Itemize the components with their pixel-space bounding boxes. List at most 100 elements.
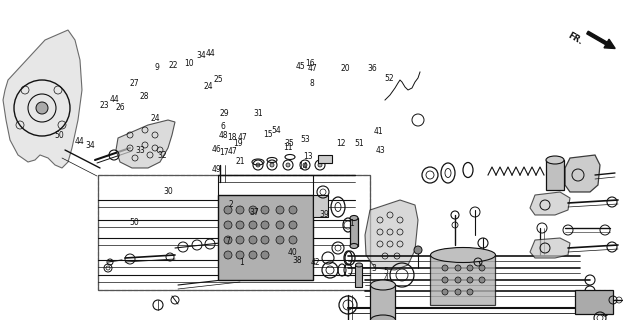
- Bar: [575, 290, 613, 314]
- Circle shape: [249, 251, 257, 259]
- Bar: [370, 285, 395, 320]
- Circle shape: [442, 265, 448, 271]
- Text: 50: 50: [54, 132, 64, 140]
- Bar: [218, 195, 313, 280]
- Bar: [355, 265, 362, 287]
- Circle shape: [36, 102, 48, 114]
- Circle shape: [286, 163, 290, 167]
- Text: 24: 24: [204, 82, 214, 91]
- Text: 1: 1: [350, 220, 354, 228]
- Circle shape: [224, 221, 232, 229]
- Text: 31: 31: [254, 109, 264, 118]
- Ellipse shape: [350, 215, 358, 220]
- Text: 17: 17: [219, 148, 229, 157]
- Bar: [313, 195, 328, 217]
- Bar: [350, 218, 358, 246]
- Circle shape: [414, 246, 422, 254]
- Text: 34: 34: [196, 52, 206, 60]
- Text: FR.: FR.: [566, 31, 584, 46]
- Circle shape: [261, 251, 269, 259]
- Text: 3: 3: [371, 264, 376, 273]
- Text: 20: 20: [341, 64, 351, 73]
- Circle shape: [479, 277, 485, 283]
- Circle shape: [270, 163, 274, 167]
- Circle shape: [261, 206, 269, 214]
- Text: 7: 7: [225, 237, 230, 246]
- Text: 30: 30: [163, 188, 173, 196]
- Ellipse shape: [430, 247, 495, 262]
- Text: 52: 52: [384, 74, 394, 83]
- Text: 4: 4: [384, 274, 389, 283]
- Text: 40: 40: [288, 248, 298, 257]
- Ellipse shape: [371, 280, 396, 290]
- Polygon shape: [530, 238, 570, 258]
- Text: 27: 27: [129, 79, 139, 88]
- Circle shape: [236, 251, 244, 259]
- Text: 53: 53: [300, 135, 310, 144]
- Text: 48: 48: [218, 131, 228, 140]
- Polygon shape: [430, 255, 495, 305]
- Text: 35: 35: [285, 139, 295, 148]
- Circle shape: [256, 163, 260, 167]
- Ellipse shape: [350, 244, 358, 249]
- Bar: [546, 160, 564, 190]
- Text: 47: 47: [308, 64, 318, 73]
- Circle shape: [224, 251, 232, 259]
- Text: 2: 2: [228, 200, 233, 209]
- Text: 32: 32: [157, 151, 167, 160]
- Circle shape: [455, 277, 461, 283]
- Text: 42: 42: [311, 258, 321, 267]
- Text: 54: 54: [271, 126, 281, 135]
- Circle shape: [276, 236, 284, 244]
- Circle shape: [261, 221, 269, 229]
- Circle shape: [318, 163, 322, 167]
- Text: 51: 51: [354, 140, 364, 148]
- Text: 1: 1: [239, 258, 244, 267]
- Circle shape: [442, 277, 448, 283]
- Text: 13: 13: [303, 152, 313, 161]
- Text: 14: 14: [298, 162, 308, 171]
- Circle shape: [236, 236, 244, 244]
- Circle shape: [224, 206, 232, 214]
- Text: 8: 8: [309, 79, 314, 88]
- Text: 25: 25: [213, 75, 223, 84]
- Text: 41: 41: [373, 127, 383, 136]
- Circle shape: [289, 236, 297, 244]
- Polygon shape: [3, 30, 82, 168]
- Text: 33: 33: [135, 146, 145, 155]
- Text: 6: 6: [221, 122, 226, 131]
- Circle shape: [261, 236, 269, 244]
- Text: 39: 39: [319, 210, 329, 219]
- FancyArrow shape: [587, 31, 615, 49]
- Ellipse shape: [546, 156, 564, 164]
- Text: 45: 45: [295, 62, 305, 71]
- Text: 44: 44: [206, 49, 216, 58]
- Circle shape: [442, 289, 448, 295]
- Text: 37: 37: [249, 208, 259, 217]
- Text: 19: 19: [233, 140, 243, 148]
- Circle shape: [249, 206, 257, 214]
- Circle shape: [303, 163, 307, 167]
- Polygon shape: [116, 120, 175, 168]
- Circle shape: [467, 265, 473, 271]
- Circle shape: [289, 221, 297, 229]
- Text: 26: 26: [115, 103, 125, 112]
- Text: 23: 23: [99, 101, 109, 110]
- Circle shape: [455, 265, 461, 271]
- Text: 9: 9: [155, 63, 159, 72]
- Text: 44: 44: [75, 137, 85, 146]
- Text: 47: 47: [227, 148, 237, 156]
- Ellipse shape: [356, 263, 363, 267]
- Text: 24: 24: [151, 114, 161, 123]
- Text: 16: 16: [305, 60, 315, 68]
- Text: 50: 50: [129, 218, 139, 227]
- Text: 38: 38: [292, 256, 302, 265]
- Text: 36: 36: [368, 64, 378, 73]
- Text: 43: 43: [375, 146, 385, 155]
- Circle shape: [249, 236, 257, 244]
- Text: 5: 5: [384, 268, 389, 276]
- Text: 10: 10: [184, 60, 194, 68]
- Circle shape: [455, 289, 461, 295]
- Polygon shape: [530, 192, 570, 215]
- Text: 29: 29: [219, 109, 229, 118]
